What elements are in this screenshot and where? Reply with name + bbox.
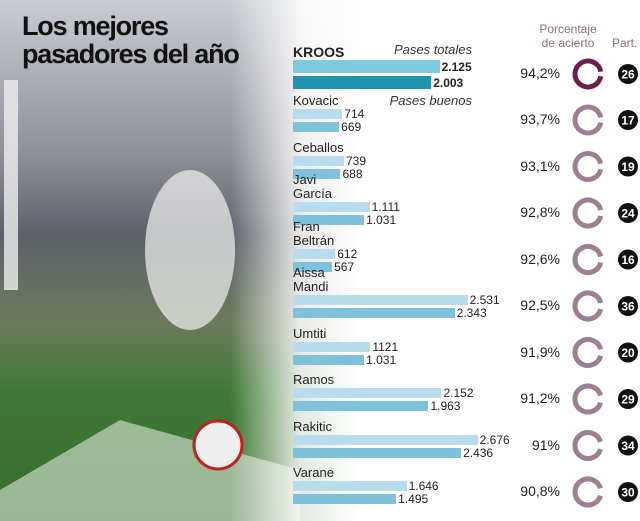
bar [293, 481, 407, 491]
value-label: 2.676 [479, 432, 510, 447]
bar [293, 434, 478, 445]
matches-badge [618, 296, 638, 316]
value-label: 714 [344, 107, 365, 121]
legend-total: Pases totales [393, 42, 472, 57]
accuracy-ring [572, 337, 603, 368]
legend-good: Pases buenos [389, 93, 472, 108]
matches-label: 17 [621, 114, 635, 128]
value-label: 1.495 [398, 492, 429, 506]
value-label: 669 [341, 120, 362, 134]
bar [293, 295, 468, 305]
bar [293, 261, 333, 272]
category-label: KROOS [293, 44, 345, 60]
accuracy-label: 91% [531, 436, 560, 453]
title: Los mejores pasadores del año [22, 11, 240, 69]
matches-label: 29 [621, 393, 635, 407]
bar [293, 215, 365, 225]
value-label: 1121 [372, 339, 399, 354]
accuracy-ring [572, 104, 604, 136]
value-label: 2.343 [456, 306, 487, 320]
bar [293, 109, 343, 119]
category-label: Fran Beltrán [293, 218, 335, 248]
accuracy-ring [572, 383, 603, 415]
accuracy-label: 92,8% [520, 204, 560, 220]
value-label: 688 [342, 166, 363, 181]
matches-badge [618, 64, 638, 84]
matches-badge [618, 156, 638, 177]
matches-badge [618, 389, 638, 409]
category-label: Umtiti [293, 325, 327, 341]
bar [293, 494, 397, 504]
bar [293, 122, 340, 132]
accuracy-label: 92,6% [520, 250, 560, 267]
category-label: Aissa Mandi [293, 265, 329, 294]
category-label: Ramos [293, 372, 335, 387]
accuracy-label: 94,2% [520, 65, 560, 81]
matches-label: 36 [621, 300, 635, 314]
matches-label: 24 [621, 207, 635, 221]
bar [293, 155, 344, 166]
accuracy-ring [572, 244, 604, 275]
bar [293, 168, 341, 179]
matches-badge [618, 249, 638, 270]
matches-label: 34 [621, 439, 635, 453]
value-label: 739 [345, 153, 367, 168]
accuracy-label: 92,5% [520, 297, 560, 313]
accuracy-ring [572, 476, 603, 508]
bar [293, 202, 370, 212]
accuracy-ring [572, 58, 604, 90]
matches-badge [618, 110, 638, 130]
value-label: 2.436 [463, 445, 494, 460]
category-label: Rakitic [293, 418, 333, 434]
value-label: 1.963 [430, 399, 461, 413]
accuracy-header: Porcentaje de acierto [539, 22, 597, 50]
value-label: 2.125 [441, 59, 472, 74]
value-label: 1.646 [408, 479, 439, 493]
matches-label: 30 [621, 486, 635, 500]
accuracy-label: 93,1% [520, 157, 560, 174]
matches-header: Part. [612, 36, 638, 50]
accuracy-ring [572, 430, 603, 461]
accuracy-ring [572, 151, 604, 182]
value-label: 2.152 [443, 386, 474, 400]
accuracy-label: 91,9% [520, 343, 560, 360]
accuracy-label: 90,8% [520, 483, 560, 499]
matches-badge [618, 203, 638, 223]
value-label: 2.003 [433, 75, 464, 90]
value-label: 1.111 [371, 200, 400, 214]
matches-label: 19 [621, 160, 635, 174]
accuracy-ring [572, 197, 604, 229]
bar [293, 401, 429, 411]
matches-badge [618, 435, 638, 456]
bar [293, 308, 455, 318]
category-label: Kovacic [293, 93, 339, 108]
category-label: Ceballos [293, 139, 344, 155]
value-label: 1.031 [366, 213, 397, 227]
bar [293, 341, 371, 352]
value-label: 612 [337, 246, 358, 261]
value-label: 1.031 [366, 352, 397, 367]
matches-badge [618, 342, 638, 363]
category-label: Javi García [293, 172, 333, 201]
bar [293, 248, 336, 259]
bar [293, 76, 432, 89]
value-label: 567 [334, 259, 355, 274]
accuracy-ring [572, 290, 604, 322]
bar [293, 60, 440, 73]
bar [293, 447, 462, 458]
matches-label: 20 [621, 346, 635, 360]
accuracy-label: 93,7% [520, 111, 560, 127]
bar [293, 388, 442, 398]
matches-label: 26 [621, 68, 635, 82]
value-label: 2.531 [469, 293, 500, 307]
accuracy-label: 91,2% [520, 390, 560, 406]
bar [293, 354, 365, 365]
matches-badge [618, 482, 638, 502]
matches-label: 16 [621, 253, 635, 267]
category-label: Varane [293, 465, 334, 480]
